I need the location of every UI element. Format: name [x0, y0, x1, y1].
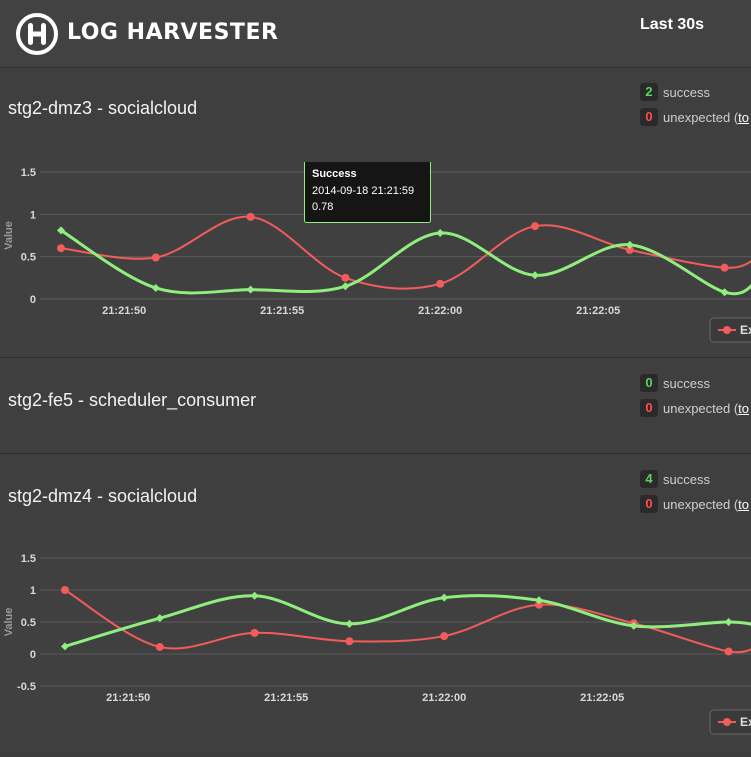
- data-point-success: [720, 288, 729, 297]
- y-tick-label: 0: [30, 649, 36, 661]
- y-axis-title: Value: [3, 221, 15, 250]
- x-tick-label: 21:21:50: [102, 305, 146, 317]
- data-point-success: [629, 621, 638, 630]
- app-header: LOG HARVESTER Last 30s: [0, 0, 751, 68]
- unexpected-count-badge: 0: [640, 108, 658, 126]
- x-tick-label: 21:22:05: [580, 692, 624, 704]
- tooltip-time: 2014-09-18 21:21:59: [312, 185, 414, 197]
- y-tick-label: 0.5: [21, 252, 36, 264]
- data-point-success: [57, 226, 65, 235]
- host-section-1: stg2-dmz3 - socialcloud 2 success 0 unex…: [0, 68, 751, 358]
- success-count-badge: 4: [640, 470, 658, 488]
- series-line-ex: [60, 215, 751, 290]
- chart-container: 0 0.5 1 1.5 Value 21:21:50 21:21:55 21:22:00 21:…: [0, 160, 751, 357]
- data-point-ex: [436, 279, 445, 288]
- x-tick-label: 21:21:55: [264, 692, 308, 704]
- x-tick-label: 21:22:05: [576, 305, 620, 317]
- x-tick-label: 21:21:55: [260, 305, 304, 317]
- data-point-success: [345, 619, 354, 628]
- y-tick-label: 0: [30, 294, 36, 306]
- unexpected-count-badge: 0: [640, 399, 658, 417]
- data-point-ex: [341, 273, 350, 282]
- data-point-success: [246, 285, 255, 294]
- data-point-ex: [61, 586, 69, 594]
- data-point-success: [531, 271, 539, 280]
- unexpected-label: unexpected (: [663, 400, 739, 416]
- unexpected-stat: 0 unexpected (to: [640, 495, 749, 513]
- tooltip-value: 0.78: [312, 201, 333, 213]
- success-count-badge: 0: [640, 374, 658, 392]
- series-line-success: [60, 229, 751, 296]
- series-line-success: [64, 594, 751, 648]
- data-point-ex: [724, 647, 733, 656]
- data-point-ex: [246, 212, 255, 221]
- data-point-ex: [250, 628, 259, 637]
- data-point-ex: [531, 222, 539, 231]
- chart-container: -0.5 0 0.5 1 1.5 Value 21:21:50 21:21:55 21:22:0…: [0, 548, 751, 752]
- data-point-ex: [535, 600, 543, 609]
- y-axis-title: Value: [3, 608, 15, 637]
- data-point-ex: [345, 637, 354, 646]
- unexpected-label: unexpected (: [663, 496, 739, 512]
- unexpected-count-badge: 0: [640, 495, 658, 513]
- section-title: stg2-dmz3 - socialcloud: [8, 98, 198, 118]
- x-tick-label: 21:22:00: [422, 692, 466, 704]
- data-point-ex: [625, 245, 634, 254]
- legend-marker: [723, 718, 731, 726]
- data-point-success: [155, 614, 164, 623]
- y-tick-label: 0.5: [21, 617, 36, 629]
- y-tick-label: 1: [30, 209, 36, 221]
- legend-label: Ex: [740, 323, 751, 337]
- success-label: success: [663, 471, 710, 487]
- unexpected-link[interactable]: to: [738, 109, 750, 125]
- section-title: stg2-dmz4 - socialcloud: [8, 486, 198, 506]
- app-title: LOG HARVESTER: [67, 20, 279, 45]
- y-tick-label: 1: [30, 585, 36, 597]
- y-tick-label: -0.5: [17, 681, 36, 693]
- section-title: stg2-fe5 - scheduler_consumer: [8, 390, 257, 410]
- time-range-selector[interactable]: Last 30s: [640, 16, 705, 33]
- unexpected-label: unexpected (: [663, 109, 739, 125]
- line-chart-2[interactable]: -0.5 0 0.5 1 1.5 Value 21:21:50 21:21:55 21:22:0…: [0, 548, 751, 752]
- success-label: success: [663, 375, 710, 391]
- host-section-2: stg2-fe5 - scheduler_consumer 0 success …: [0, 358, 751, 454]
- x-tick-label: 21:22:00: [418, 305, 462, 317]
- data-point-ex: [720, 263, 729, 272]
- success-stat: 0 success: [640, 374, 710, 392]
- unexpected-link[interactable]: to: [738, 400, 750, 416]
- unexpected-stat: 0 unexpected (to: [640, 399, 749, 417]
- data-point-ex: [151, 253, 160, 262]
- data-point-success: [341, 282, 350, 291]
- series-line-ex: [64, 589, 751, 654]
- legend-marker: [723, 326, 731, 334]
- x-tick-label: 21:21:50: [106, 692, 150, 704]
- success-stat: 2 success: [640, 83, 710, 101]
- data-point-ex: [440, 632, 449, 641]
- y-tick-label: 1.5: [21, 167, 36, 179]
- tooltip-series: Success: [312, 168, 357, 180]
- y-tick-label: 1.5: [21, 553, 36, 565]
- data-point-success: [151, 283, 160, 292]
- unexpected-stat: 0 unexpected (to: [640, 108, 749, 126]
- data-point-success: [250, 591, 259, 600]
- success-label: success: [663, 84, 710, 100]
- unexpected-link[interactable]: to: [738, 496, 750, 512]
- legend-label: Ex: [740, 715, 751, 729]
- host-section-3: stg2-dmz4 - socialcloud 4 success 0 unex…: [0, 454, 751, 752]
- line-chart-1[interactable]: 0 0.5 1 1.5 Value 21:21:50 21:21:55 21:22:00 21:…: [0, 160, 751, 357]
- data-point-success: [625, 240, 634, 249]
- data-point-ex: [155, 642, 164, 651]
- data-point-success: [535, 596, 543, 605]
- data-point-success: [440, 593, 449, 602]
- success-count-badge: 2: [640, 83, 658, 101]
- data-point-ex: [57, 244, 65, 253]
- chart-tooltip: Success 2014-09-18 21:21:59 0.78: [304, 160, 431, 223]
- data-point-success: [61, 642, 69, 651]
- logo-icon: [16, 13, 58, 55]
- data-point-success: [724, 618, 733, 626]
- chart-legend: Ex: [709, 317, 751, 343]
- success-stat: 4 success: [640, 470, 710, 488]
- data-point-success: [436, 228, 445, 237]
- chart-legend: Ex: [709, 709, 751, 735]
